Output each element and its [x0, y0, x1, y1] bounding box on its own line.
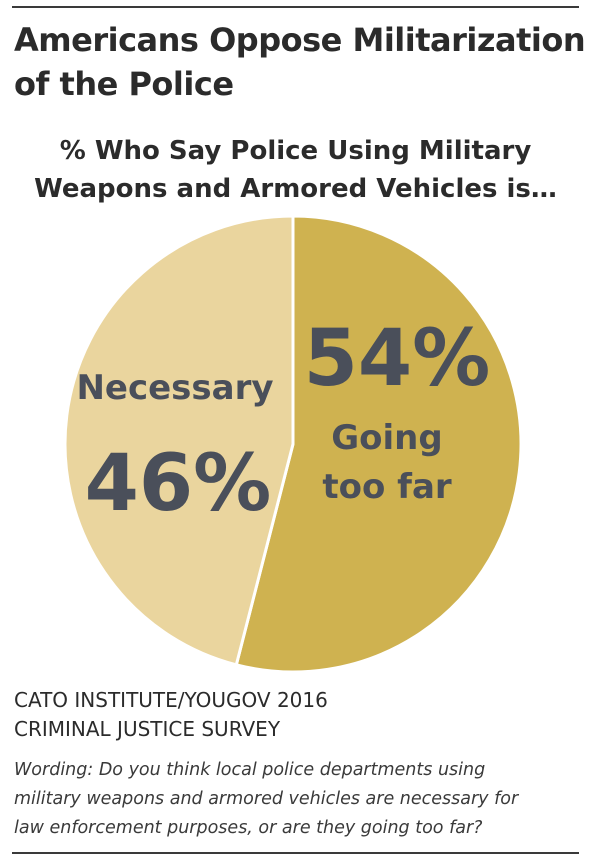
source-line-2: CRIMINAL JUSTICE SURVEY: [14, 717, 281, 741]
chart-title: Americans Oppose Militarization of the P…: [14, 18, 586, 106]
chart-subtitle-line-1: % Who Say Police Using Military: [59, 136, 532, 166]
pie-category-label-going-too-far-2: too far: [322, 467, 452, 507]
source-credit: CATO INSTITUTE/YOUGOV 2016 CRIMINAL JUST…: [14, 686, 579, 744]
chart-subtitle: % Who Say Police Using Military Weapons …: [0, 132, 591, 208]
pie-value-label-necessary: 46%: [85, 439, 272, 529]
wording-line-3: law enforcement purposes, or are they go…: [14, 818, 483, 838]
chart-subtitle-line-2: Weapons and Armored Vehicles is…: [34, 174, 557, 204]
chart-title-line-1: Americans Oppose Militarization: [14, 21, 586, 59]
wording-line-2: military weapons and armored vehicles ar…: [14, 789, 519, 809]
pie-slice-going-too-far: [234, 214, 523, 674]
top-rule: [12, 6, 579, 8]
source-line-1: CATO INSTITUTE/YOUGOV 2016: [14, 688, 328, 712]
pie-labels: 54% Going too far 46% Necessary: [76, 314, 490, 529]
pie-value-label-going-too-far: 54%: [304, 314, 491, 404]
bottom-rule: [12, 852, 579, 854]
chart-title-line-2: of the Police: [14, 65, 234, 103]
wording-line-1: Wording: Do you think local police depar…: [14, 760, 486, 780]
pie-category-label-going-too-far-1: Going: [331, 418, 442, 458]
question-wording: Wording: Do you think local police depar…: [14, 756, 579, 843]
pie-slice-necessary: [63, 214, 295, 667]
pie-slices: [63, 214, 523, 674]
pie-category-label-necessary-1: Necessary: [76, 368, 273, 408]
